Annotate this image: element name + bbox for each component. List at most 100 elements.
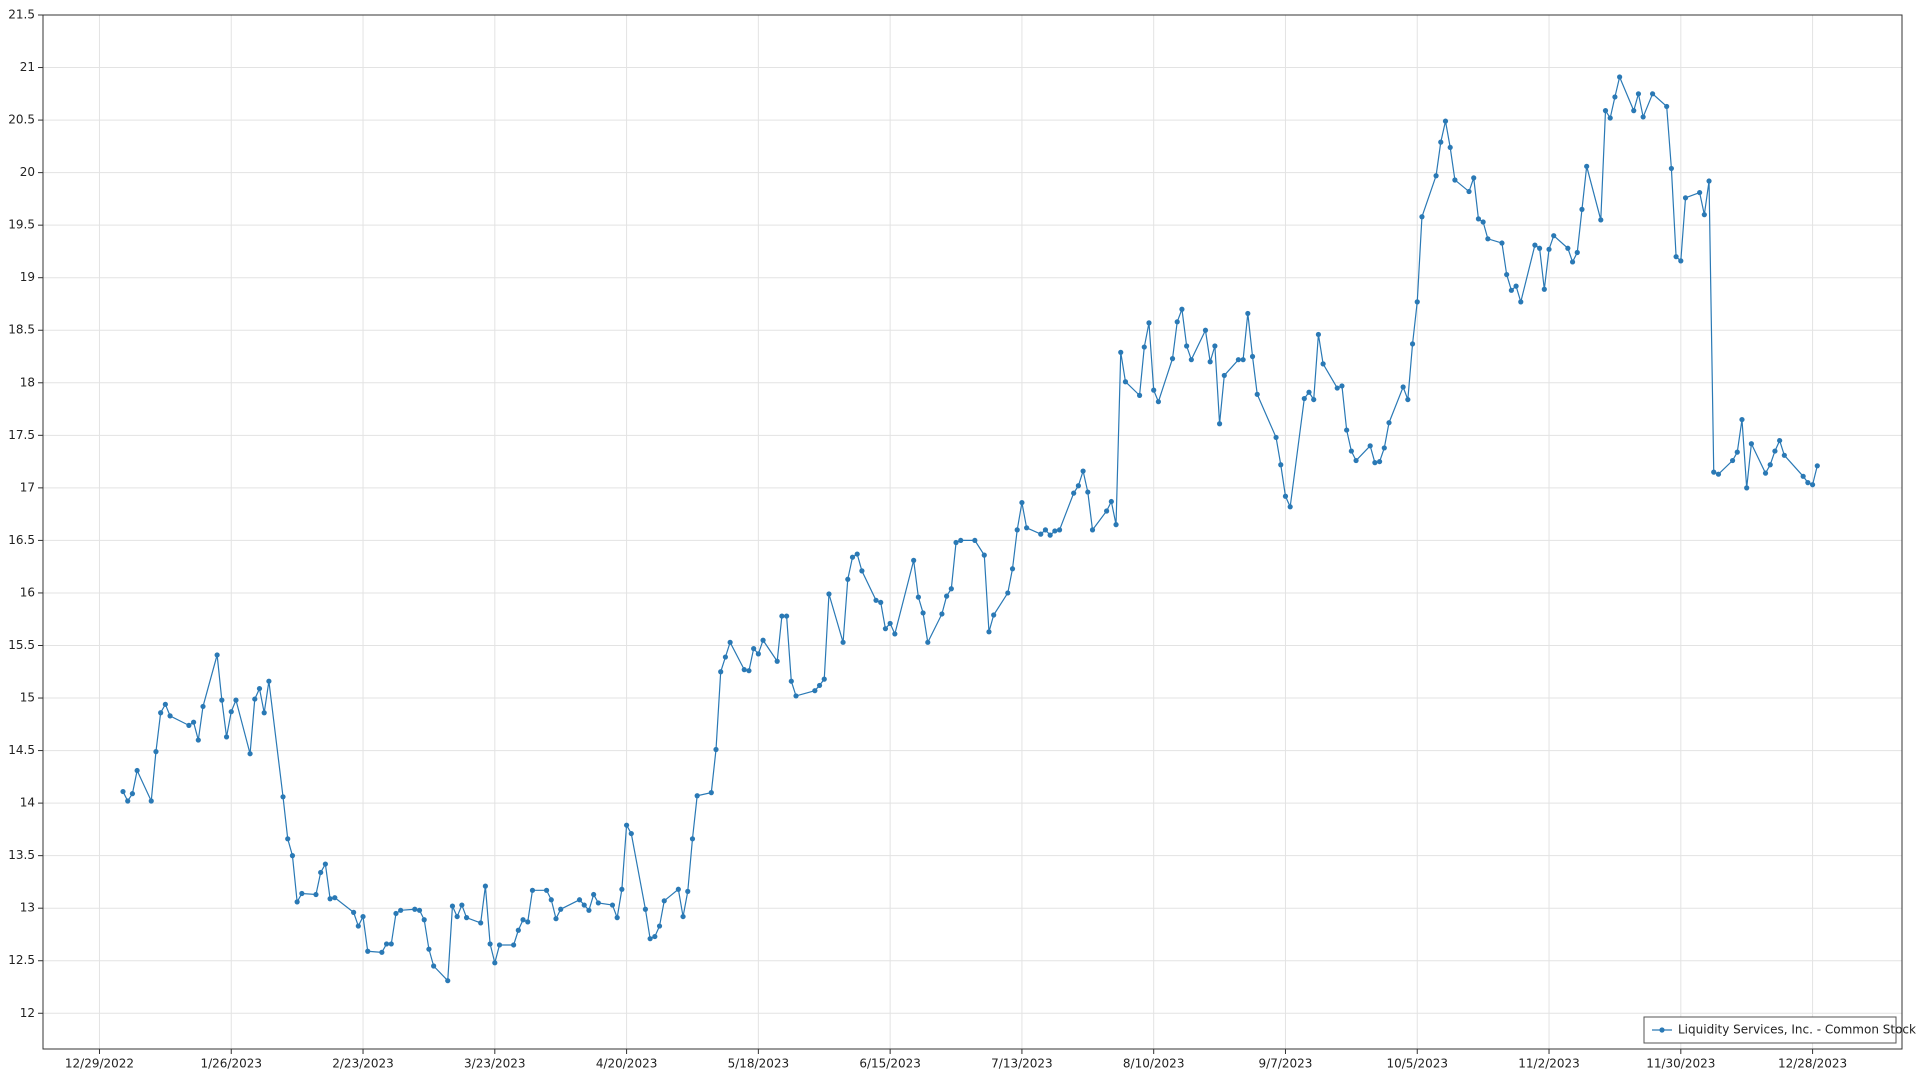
data-point <box>153 749 159 755</box>
data-point <box>812 688 818 694</box>
data-point <box>233 697 239 703</box>
data-point <box>1202 327 1209 333</box>
data-point <box>1019 499 1025 506</box>
data-point <box>939 611 945 617</box>
legend: Liquidity Services, Inc. - Common Stock <box>1643 1016 1916 1044</box>
data-point <box>1052 528 1058 534</box>
data-point <box>1631 108 1637 114</box>
data-point <box>958 537 964 544</box>
data-point <box>784 613 790 619</box>
data-point <box>247 751 253 757</box>
data-point <box>1344 427 1350 433</box>
data-point <box>1777 437 1783 444</box>
data-point <box>1729 457 1736 464</box>
data-point <box>1024 525 1030 531</box>
data-point <box>981 552 987 558</box>
data-point <box>623 822 630 828</box>
data-point <box>280 794 286 800</box>
data-point <box>840 639 846 645</box>
data-point <box>223 734 230 740</box>
data-point <box>431 963 437 969</box>
data-point <box>628 830 634 837</box>
data-point <box>595 900 601 906</box>
data-point <box>383 941 390 947</box>
legend-label: Liquidity Services, Inc. - Common Stock <box>1678 1023 1916 1037</box>
data-point <box>751 646 757 652</box>
data-point <box>948 586 954 592</box>
data-point <box>1480 219 1486 225</box>
data-point <box>1113 522 1119 528</box>
data-point <box>1800 473 1806 479</box>
data-point <box>845 576 851 582</box>
data-point <box>1673 254 1679 260</box>
data-point <box>1499 240 1505 246</box>
data-point <box>1584 163 1590 169</box>
data-point <box>1122 379 1129 385</box>
data-point <box>1635 91 1642 97</box>
data-point <box>219 697 225 703</box>
data-point <box>656 923 663 929</box>
data-point <box>1532 242 1538 248</box>
data-point <box>1409 341 1416 347</box>
series-line <box>122 75 1818 983</box>
x-tick-label: 12/28/2023 <box>1778 1057 1847 1071</box>
data-point <box>318 869 324 876</box>
data-point <box>779 613 785 619</box>
y-tick-label: 17.5 <box>8 428 35 442</box>
data-point <box>1169 356 1176 362</box>
data-point <box>1697 189 1703 196</box>
data-point <box>713 746 719 753</box>
data-point <box>365 948 371 954</box>
x-tick-label: 6/15/2023 <box>859 1057 921 1071</box>
data-point <box>1188 357 1194 363</box>
x-tick-label: 9/7/2023 <box>1259 1057 1313 1071</box>
data-point <box>1475 216 1482 222</box>
data-point <box>1400 384 1406 390</box>
data-point <box>1414 299 1420 305</box>
data-point <box>1485 236 1491 242</box>
data-point <box>463 915 470 921</box>
data-point <box>788 678 794 684</box>
y-tick-label: 18.5 <box>8 323 35 337</box>
data-point <box>558 906 564 912</box>
y-tick-label: 20.5 <box>8 113 35 127</box>
data-point <box>426 946 432 952</box>
data-point <box>525 919 531 925</box>
data-point <box>685 888 691 894</box>
data-point <box>1287 504 1293 510</box>
data-point <box>1739 416 1745 423</box>
data-point <box>680 913 686 920</box>
data-point <box>1038 531 1044 537</box>
data-point <box>882 626 889 632</box>
data-point <box>1179 306 1185 312</box>
data-point <box>332 895 338 901</box>
data-point <box>1682 195 1689 201</box>
data-point <box>1254 391 1260 397</box>
data-point <box>774 658 780 664</box>
data-point <box>1419 214 1425 220</box>
data-point <box>1146 320 1152 326</box>
data-point <box>487 941 493 947</box>
data-point <box>1339 383 1345 389</box>
data-point <box>125 798 131 804</box>
data-point <box>694 793 700 799</box>
y-tick-label: 16 <box>20 585 35 599</box>
y-tick-label: 14.5 <box>8 743 35 757</box>
data-point <box>167 713 173 719</box>
data-point <box>576 897 583 903</box>
x-tick-label: 2/23/2023 <box>332 1057 394 1071</box>
data-point <box>1071 490 1077 496</box>
data-point <box>529 887 536 893</box>
data-point <box>727 639 733 645</box>
data-point <box>609 902 616 908</box>
data-point <box>661 898 667 904</box>
data-point <box>746 668 752 674</box>
data-point <box>859 568 865 574</box>
data-point <box>252 696 258 702</box>
data-point <box>1005 590 1011 596</box>
data-point <box>887 620 893 627</box>
data-point <box>1075 483 1081 489</box>
data-point <box>1212 343 1218 349</box>
data-point <box>351 909 357 915</box>
